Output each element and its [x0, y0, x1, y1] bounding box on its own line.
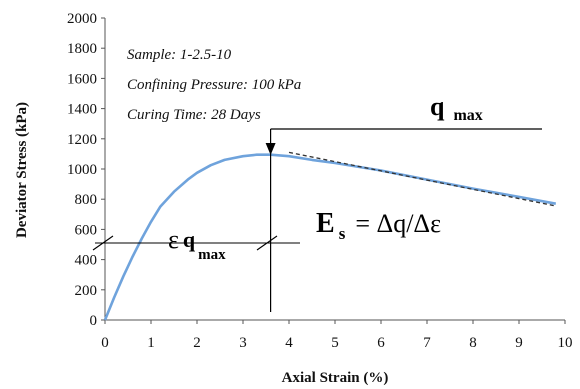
eps-qmax-label: ε q max	[168, 225, 226, 263]
x-tick-label: 4	[285, 335, 293, 351]
stress-strain-curve	[103, 153, 557, 321]
info-curing-time: Curing Time: 28 Days	[127, 107, 261, 123]
x-tick-label: 7	[423, 335, 431, 351]
x-tick-label: 2	[193, 335, 201, 351]
x-tick-label: 3	[239, 335, 247, 351]
qmax-main: q	[430, 92, 445, 121]
es-eq: = Δq/Δε	[355, 209, 441, 238]
info-confining-pressure: Confining Pressure: 100 kPa	[127, 77, 301, 93]
y-tick-label: 1200	[67, 132, 97, 148]
x-tick-label: 5	[331, 335, 339, 351]
y-tick-label: 1800	[67, 41, 97, 57]
eps-q: q	[183, 227, 196, 252]
x-tick-label: 10	[558, 335, 573, 351]
plot-area	[92, 128, 557, 321]
axes	[101, 17, 566, 324]
tick-labels: 0 200 400 600 800 1000 1200 1400 1600 1800 2000 0 1 2…	[67, 11, 573, 351]
eps-slash-left	[92, 235, 114, 251]
info-box: Sample: 1-2.5-10 Confining Pressure: 100…	[127, 47, 301, 123]
y-tick-label: 1000	[67, 162, 97, 178]
y-tick-label: 0	[90, 313, 98, 329]
qmax-sub: max	[453, 107, 482, 124]
tangent-line	[288, 151, 556, 207]
x-axis-title: Axial Strain (%)	[282, 370, 389, 386]
qmax-label: q max	[430, 92, 483, 124]
qmax-arrowhead	[265, 143, 276, 155]
eps-slash-right	[256, 235, 278, 251]
y-axis-title: Deviator Stress (kPa)	[14, 102, 30, 238]
x-tick-label: 6	[377, 335, 385, 351]
y-tick-label: 1400	[67, 102, 97, 118]
x-tick-label: 0	[101, 335, 109, 351]
x-tick-label: 9	[515, 335, 523, 351]
y-tick-label: 2000	[67, 11, 97, 27]
es-equation: E s = Δq/Δε	[316, 208, 441, 243]
y-tick-label: 1600	[67, 71, 97, 87]
y-tick-label: 200	[75, 283, 98, 299]
es-main: E	[316, 208, 335, 239]
info-sample: Sample: 1-2.5-10	[127, 47, 232, 63]
y-tick-label: 800	[75, 192, 98, 208]
y-tick-label: 600	[75, 222, 98, 238]
x-tick-label: 1	[147, 335, 155, 351]
y-tick-label: 400	[75, 253, 98, 269]
eps-sub: max	[198, 247, 226, 263]
x-tick-label: 8	[469, 335, 477, 351]
eps-main: ε	[168, 225, 179, 254]
es-sub: s	[339, 224, 346, 243]
